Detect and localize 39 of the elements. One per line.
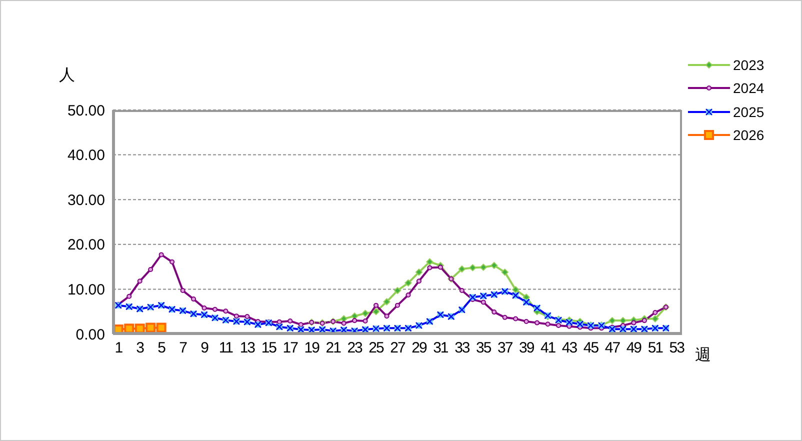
x-tick-label: 31 [433, 340, 448, 357]
x-tick-label: 25 [368, 340, 384, 357]
x-tick-label: 49 [626, 340, 642, 357]
y-tick-label: 10.00 [67, 282, 105, 299]
x-tick-label: 35 [476, 340, 492, 357]
y-tick-label: 20.00 [67, 236, 105, 254]
x-tick-label: 29 [412, 340, 427, 357]
y-tick-label: 0.00 [76, 326, 105, 344]
x-tick-label: 43 [562, 340, 578, 357]
y-tick-label: 40.00 [67, 147, 105, 164]
x-tick-label: 47 [604, 340, 620, 357]
x-tick-label: 15 [261, 340, 277, 357]
x-tick-label: 33 [454, 340, 470, 357]
x-tick-label: 51 [648, 340, 664, 357]
y-tick-label: 50.00 [67, 102, 105, 120]
x-tick-label: 21 [326, 340, 342, 357]
x-tick-label: 37 [498, 340, 513, 357]
x-tick-label: 39 [518, 340, 534, 357]
x-tick-label: 13 [240, 340, 256, 357]
y-axis-title: 人 [59, 66, 75, 86]
x-tick-label: 27 [390, 340, 406, 357]
y-tick-label: 30.00 [67, 192, 105, 209]
legend-label: 2023 [733, 56, 764, 73]
legend-label: 2024 [733, 80, 764, 96]
legend-label: 2026 [733, 127, 764, 144]
x-tick-label: 3 [136, 340, 144, 357]
x-tick-label: 45 [583, 340, 599, 357]
x-tick-label: 11 [218, 340, 234, 357]
x-tick-label: 7 [179, 340, 188, 357]
x-tick-label: 23 [347, 340, 363, 357]
x-axis-title: 週 [695, 346, 711, 366]
legend-label: 2025 [733, 104, 764, 120]
x-tick-label: 5 [158, 340, 166, 357]
x-tick-label: 1 [114, 340, 123, 357]
x-tick-label: 17 [282, 340, 298, 357]
x-tick-label: 9 [200, 340, 209, 357]
x-tick-label: 19 [304, 340, 320, 357]
x-tick-label: 41 [540, 340, 556, 357]
x-tick-label: 53 [669, 340, 685, 357]
